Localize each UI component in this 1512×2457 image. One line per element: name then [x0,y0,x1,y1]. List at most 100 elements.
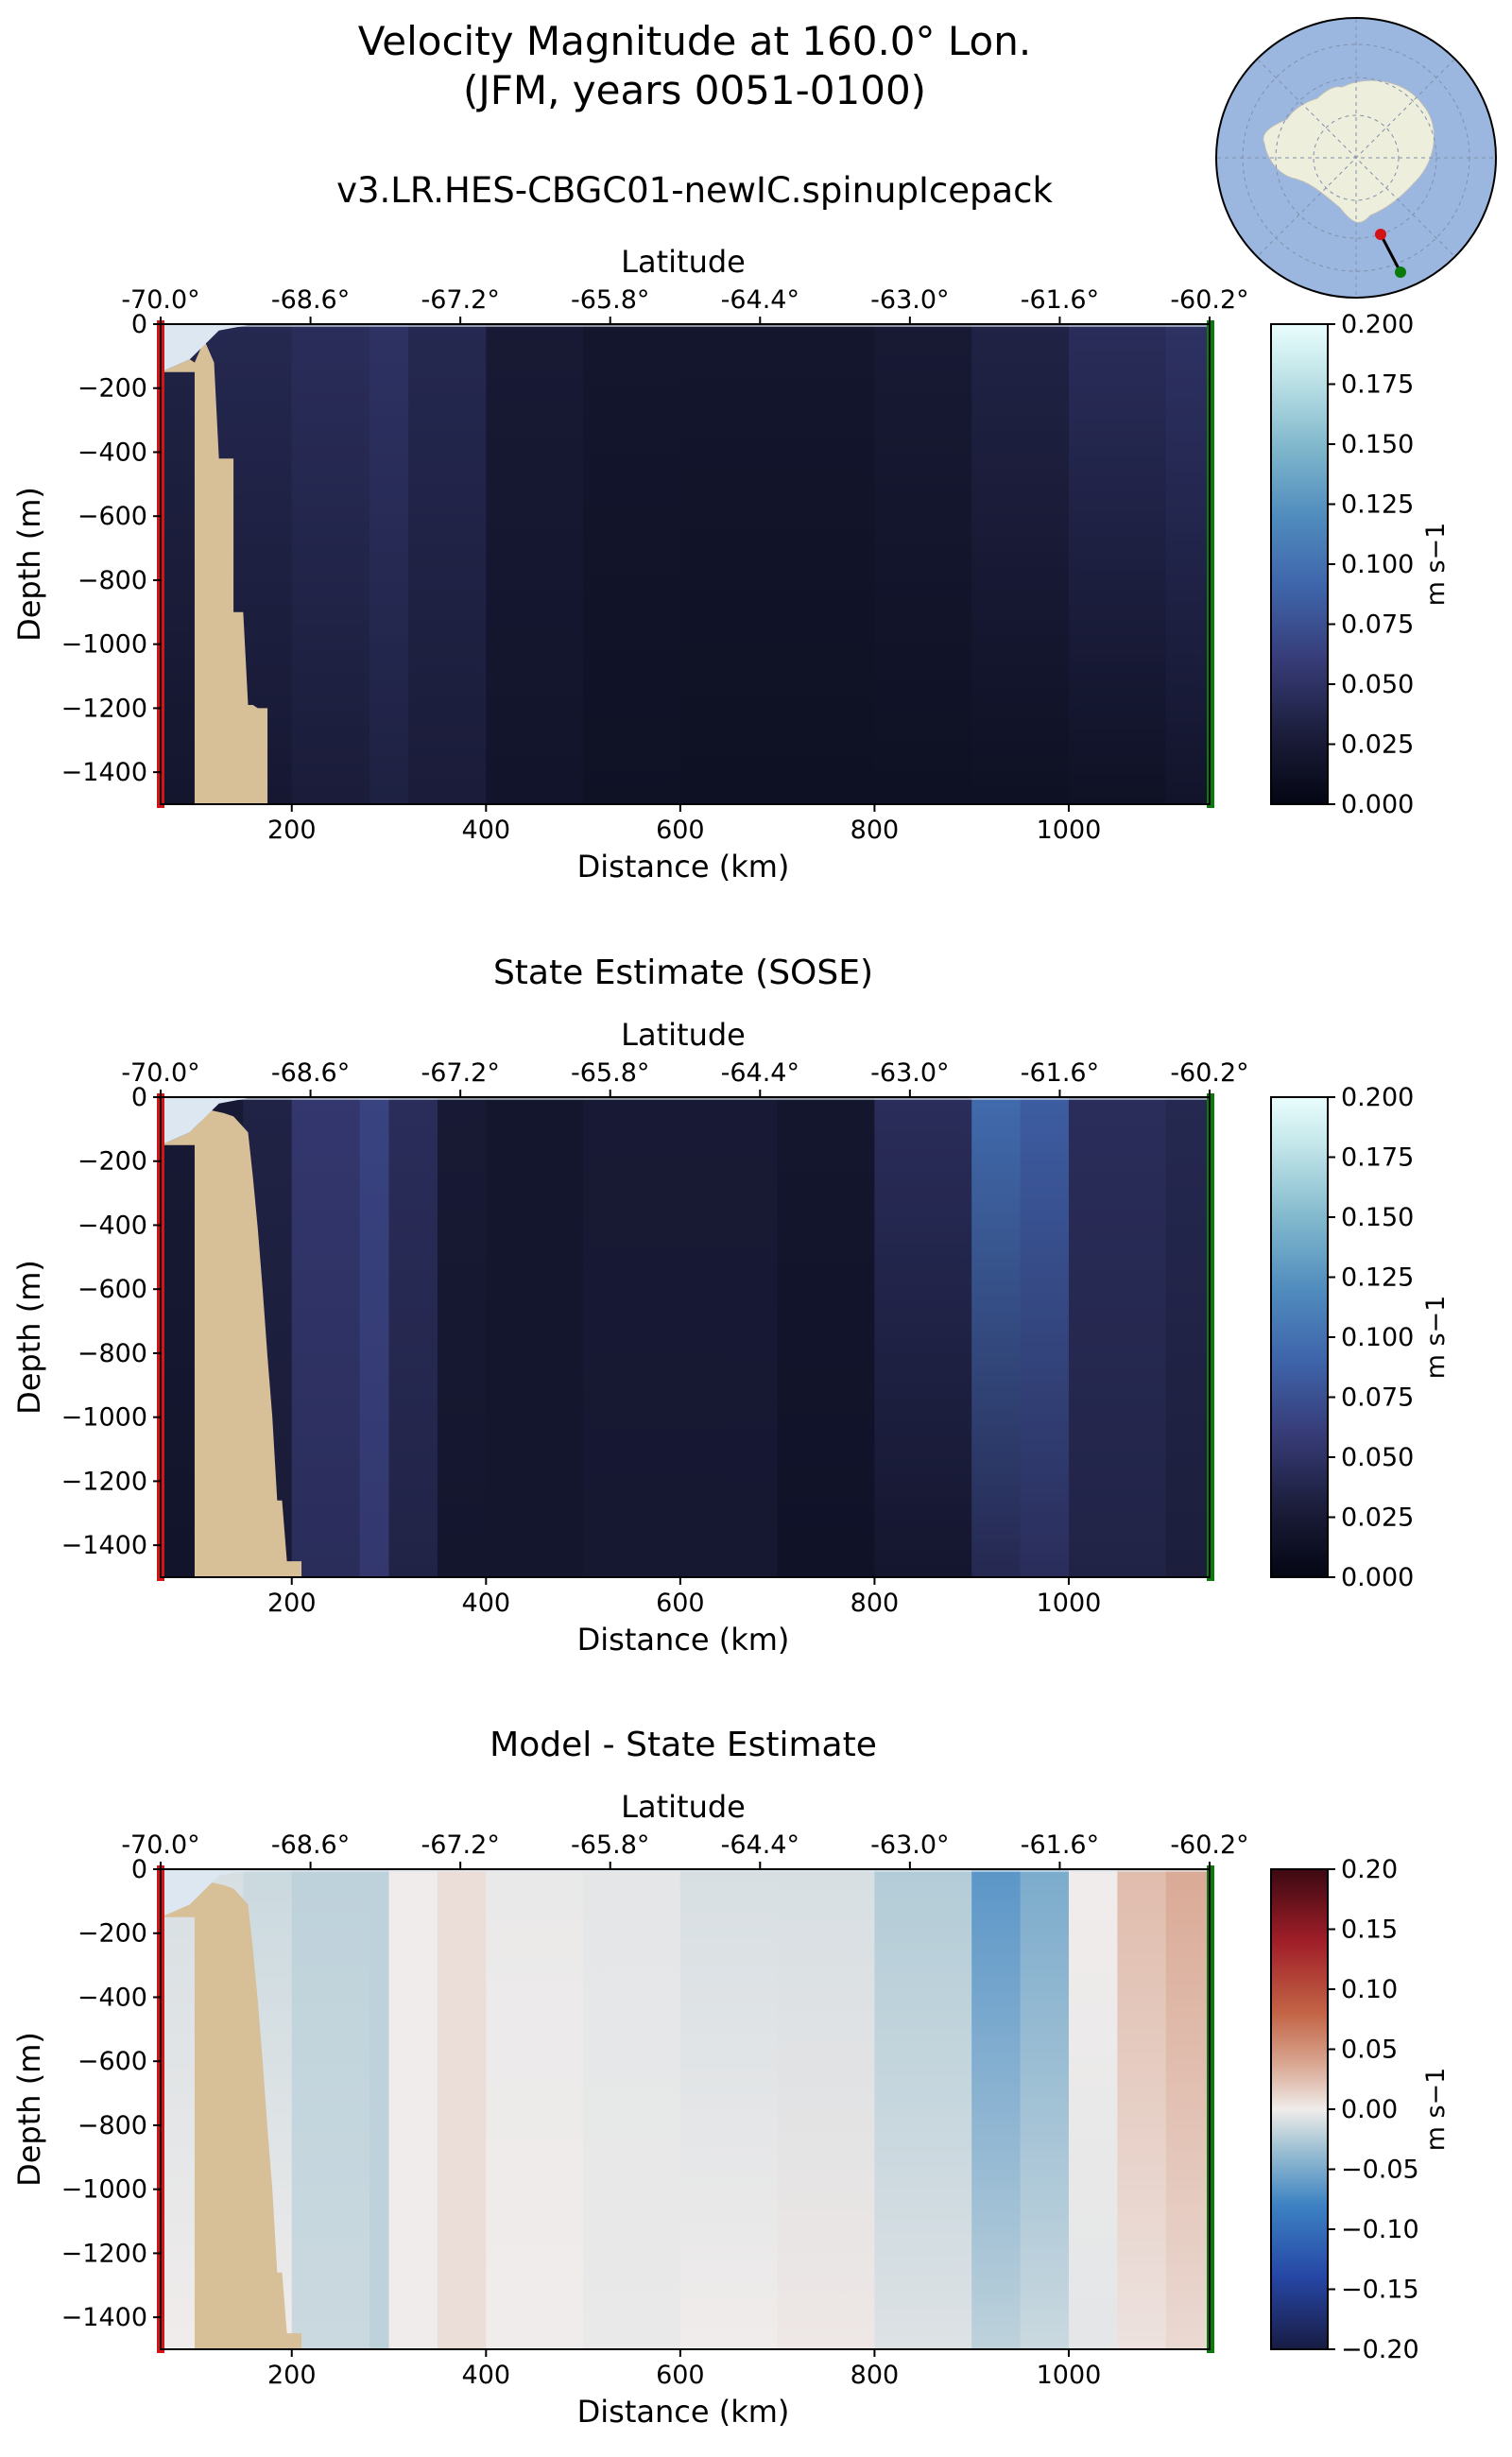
field-column [874,324,973,804]
field-column [1165,1869,1210,2349]
lat-tick-label: -68.6° [271,285,350,315]
lat-tick-label: -67.2° [421,285,499,315]
field-column [971,1097,1022,1577]
x-tick-label: 1000 [1037,1589,1102,1618]
field-column [679,1869,779,2349]
field-column [1020,1869,1070,2349]
y-tick-label: −200 [77,1919,147,1949]
field-column [291,1869,370,2349]
x-tick-label: 200 [267,816,317,845]
field-column [161,324,196,804]
lat-tick-label: -68.6° [271,1058,350,1088]
x-axis-label: Distance (km) [577,2394,790,2430]
y-tick-label: −1000 [61,2175,147,2205]
bathymetry-land [161,1109,302,1577]
lat-tick-label: -67.2° [421,1830,499,1860]
lat-tick-label: -65.8° [571,1830,649,1860]
colorbar-tick-label: 0.15 [1341,1916,1398,1945]
field-column [777,1869,876,2349]
colorbar [1270,323,1329,805]
coastal-ice-wedge [161,1869,253,1917]
x-tick-label: 600 [656,816,705,845]
colorbar-tick-label: 0.025 [1341,730,1414,760]
field-column [1165,324,1210,804]
lat-tick-label: -65.8° [571,1058,649,1088]
colorbar-tick-label: 0.000 [1341,1563,1414,1592]
x-tick-label: 400 [462,1589,511,1618]
chart-panel-2: State Estimate (SOSE) 200 400 600 800 1000 Dis… [11,954,1451,1658]
coastal-ice-wedge [161,324,253,372]
inset-meridian-4 [1257,59,1455,257]
lat-tick-label: -70.0° [121,1058,199,1088]
surface-layer [161,324,1210,327]
top-axis-label: Latitude [621,1017,746,1053]
colorbar-tick-label: 0.150 [1341,430,1414,459]
colorbar-tick-label: 0.175 [1341,1143,1414,1173]
x-tick-label: 800 [850,1589,900,1618]
field-column [1117,1869,1167,2349]
lat-tick-label: -61.6° [1021,285,1099,315]
antarctica-location-map [1215,17,1497,299]
lat-tick-label: -63.0° [870,285,949,315]
colorbar-tick-label: 0.125 [1341,1263,1414,1293]
colorbar-tick-label: 0.100 [1341,1323,1414,1352]
data-field [161,1097,1210,1577]
lat-tick-label: -63.0° [870,1058,949,1088]
colorbar-tick-label: 0.025 [1341,1503,1414,1533]
y-tick-label: −800 [77,2111,147,2140]
y-tick-label: −1400 [61,2303,147,2332]
field-column [874,1097,973,1577]
lat-tick-label: -61.6° [1021,1830,1099,1860]
y-tick-label: −400 [77,1211,147,1240]
y-tick-label: −600 [77,502,147,531]
coastal-ice-wedge [161,1097,253,1145]
y-axis-label: Depth (m) [11,2032,47,2187]
y-axis-label: Depth (m) [11,487,47,642]
field-column [971,1869,1022,2349]
figure-title: Velocity Magnitude at 160.0° Lon. (JFM, … [0,17,1389,115]
surface-layer [161,1097,1210,1100]
y-tick-label: −1400 [61,758,147,787]
colorbar-tick-label: −0.10 [1341,2215,1419,2244]
field-column [437,1097,488,1577]
inset-antarctica [1263,79,1435,223]
field-column [437,1869,488,2349]
data-field [161,324,1210,804]
lat-tick-label: -63.0° [870,1830,949,1860]
x-axis-label: Distance (km) [577,849,790,885]
axes-frame [160,1868,1211,2350]
y-tick-label: 0 [131,310,147,339]
axes-frame [160,1096,1211,1578]
colorbar-tick-label: 0.200 [1341,1083,1414,1112]
colorbar-tick-label: 0.075 [1341,610,1414,640]
field-column [777,324,876,804]
y-tick-label: −400 [77,438,147,467]
y-tick-label: −1000 [61,1403,147,1433]
y-tick-label: −1400 [61,1531,147,1560]
lat-tick-label: -65.8° [571,285,649,315]
colorbar-tick-label: 0.05 [1341,2036,1398,2065]
y-tick-label: −200 [77,374,147,404]
x-tick-label: 800 [850,816,900,845]
field-column [874,1869,973,2349]
colorbar-label: m s−1 [1421,2068,1451,2152]
lat-tick-label: -60.2° [1170,285,1248,315]
y-tick-label: −1200 [61,1467,147,1496]
data-field [161,1869,1210,2349]
colorbar-tick-label: 0.10 [1341,1975,1398,2004]
colorbar-tick-label: 0.125 [1341,490,1414,520]
lat-tick-label: -68.6° [271,1830,350,1860]
y-tick-label: 0 [131,1855,147,1884]
field-column [486,1097,585,1577]
y-tick-label: −800 [77,1339,147,1368]
colorbar-tick-label: 0.00 [1341,2095,1398,2124]
y-tick-label: −1000 [61,630,147,660]
title-line-2: (JFM, years 0051-0100) [462,67,927,113]
bathymetry-land [161,1881,302,2349]
y-axis-label: Depth (m) [11,1260,47,1415]
lat-tick-label: -60.2° [1170,1058,1248,1088]
panel-title: State Estimate (SOSE) [493,954,873,992]
x-tick-label: 200 [267,2361,317,2390]
y-tick-label: −600 [77,2047,147,2076]
x-tick-label: 1000 [1037,816,1102,845]
